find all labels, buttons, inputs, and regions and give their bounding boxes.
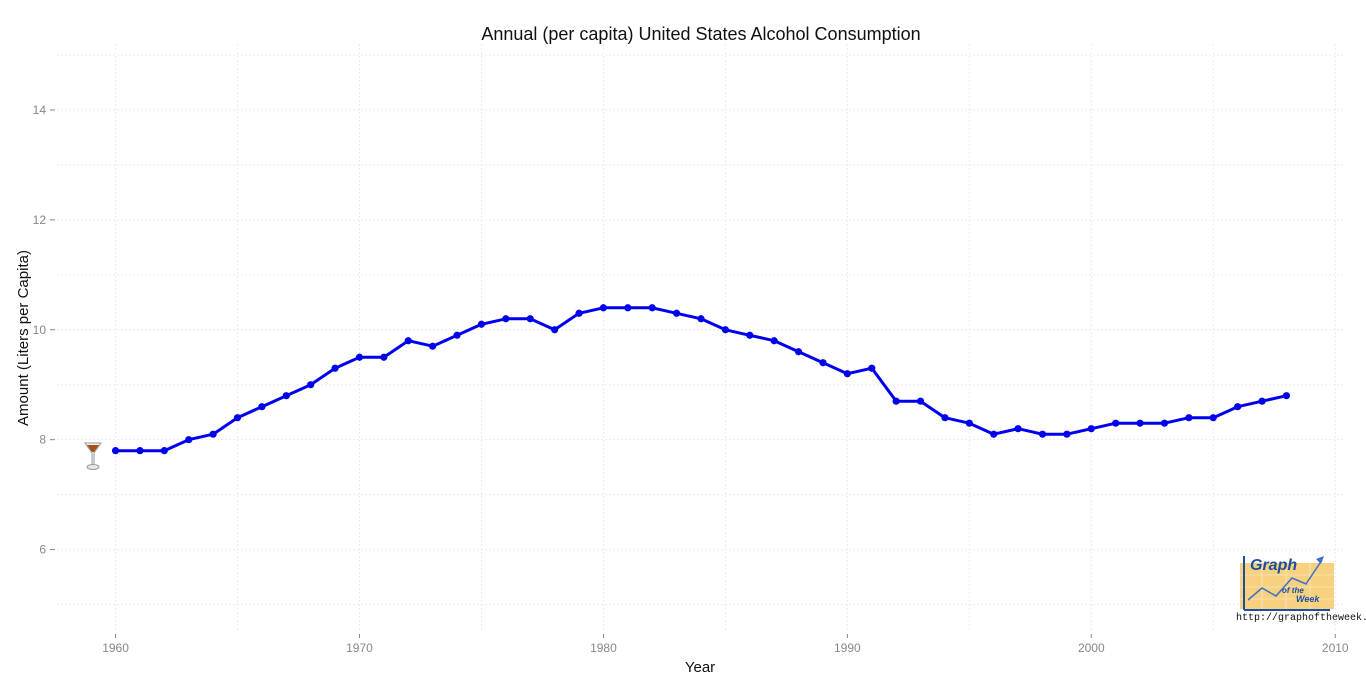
x-tick-label: 1990 [834,641,861,655]
cocktail-glass-icon [84,442,102,470]
logo-trend-line [1247,559,1323,601]
data-point [209,430,217,438]
data-point [1014,425,1022,433]
logo-grid [1240,563,1334,609]
data-point [892,397,900,405]
data-point [380,353,388,361]
y-tick-label: 6 [39,543,46,557]
data-point [331,364,339,372]
data-point [721,326,729,334]
logo-word-graph: Graph [1250,557,1297,574]
y-axis-title: Amount (Liters per Capita) [15,250,32,426]
data-point [648,304,656,312]
logo-word-of-the: of the [1282,586,1304,595]
data-point [282,392,290,400]
data-point [136,447,144,455]
data-point [843,370,851,378]
data-point [160,447,168,455]
data-point [404,337,412,345]
data-point [673,309,681,317]
x-axis-title: Year [685,659,715,676]
data-point [770,337,778,345]
data-point [794,348,803,356]
y-tick-label: 12 [33,213,47,227]
data-point [916,397,925,405]
data-point [624,304,632,312]
data-point [502,315,510,323]
data-point [868,364,876,372]
data-point [453,331,461,339]
data-point [575,309,583,317]
logo-url: http://graphoftheweek.org/ [1236,612,1366,624]
x-tick-label: 1980 [590,641,617,655]
chart-title: Annual (per capita) United States Alcoho… [481,24,920,44]
data-point [1038,430,1047,438]
data-point [1258,397,1266,405]
data-point [1160,419,1169,427]
data-point [1209,414,1217,422]
logo-arrow-icon [1316,556,1324,564]
x-tick-label: 2010 [1322,641,1349,655]
y-tick-label: 10 [33,323,47,337]
data-point [429,342,437,350]
data-point [1234,403,1242,411]
y-tick-label: 8 [39,433,46,447]
logo-word-week: Week [1296,594,1320,604]
data-point [965,419,973,427]
y-tick-label: 14 [33,103,47,117]
data-point [111,447,120,455]
logo-background [1240,563,1334,609]
data-point [599,304,608,312]
x-tick-label: 2000 [1078,641,1105,655]
data-point [1282,392,1291,400]
data-point [355,353,364,361]
data-point [307,381,315,389]
data-point [941,414,949,422]
grid-layer [57,44,1345,632]
data-point [526,315,534,323]
data-point [1185,414,1193,422]
series-layer [111,304,1291,455]
x-tick-label: 1960 [102,641,129,655]
x-tick-label: 1970 [346,641,373,655]
data-point [990,430,998,438]
series-line [115,306,1287,453]
data-point [551,326,559,334]
graph-of-the-week-logo: Graph of the Week http://graphoftheweek.… [1236,556,1366,624]
data-point [185,436,193,444]
data-point [1112,419,1120,427]
data-point [477,320,486,328]
tick-layer: 6 8 10 12 14 1960 1970 1980 1990 2000 2010 [33,103,1349,655]
data-point [233,414,242,422]
data-point [1063,430,1071,438]
data-point [258,403,266,411]
data-point [819,359,827,367]
data-point [746,331,754,339]
data-point [697,315,705,323]
data-point [1136,419,1144,427]
data-point [1087,425,1095,433]
